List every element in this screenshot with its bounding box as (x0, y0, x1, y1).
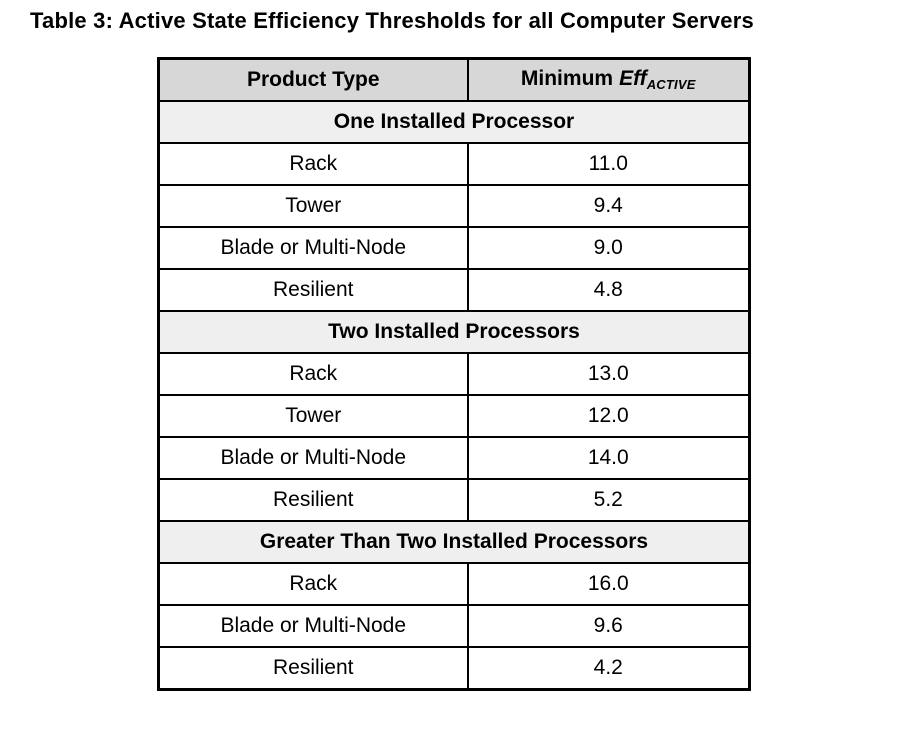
product-type-cell: Rack (157, 562, 469, 606)
product-type-cell: Rack (157, 352, 469, 396)
min-eff-value-cell: 9.0 (466, 226, 751, 270)
table-row: Resilient 5.2 (157, 478, 751, 522)
table-row: Rack 16.0 (157, 562, 751, 606)
min-eff-value-cell: 16.0 (466, 562, 751, 606)
column-header-min-eff-active: Minimum EffACTIVE (466, 57, 751, 102)
product-type-cell: Blade or Multi-Node (157, 436, 469, 480)
min-eff-value-cell: 13.0 (466, 352, 751, 396)
min-eff-value-cell: 11.0 (466, 142, 751, 186)
section-header-label: One Installed Processor (157, 100, 751, 144)
min-eff-value-cell: 5.2 (466, 478, 751, 522)
section-header-label: Greater Than Two Installed Processors (157, 520, 751, 564)
min-eff-value-cell: 14.0 (466, 436, 751, 480)
section-header-row: Greater Than Two Installed Processors (157, 520, 751, 564)
table-row: Resilient 4.8 (157, 268, 751, 312)
min-eff-value-cell: 9.6 (466, 604, 751, 648)
min-eff-value-cell: 4.2 (466, 646, 751, 691)
table-header-row: Product Type Minimum EffACTIVE (157, 57, 751, 102)
min-eff-value-cell: 12.0 (466, 394, 751, 438)
product-type-cell: Resilient (157, 478, 469, 522)
min-eff-subscript: ACTIVE (646, 77, 696, 93)
table-row: Rack 13.0 (157, 352, 751, 396)
table-row: Tower 12.0 (157, 394, 751, 438)
table-body: One Installed Processor Rack 11.0 Tower 9.4 B… (157, 100, 751, 691)
section-header-row: One Installed Processor (157, 100, 751, 144)
product-type-cell: Tower (157, 184, 469, 228)
product-type-cell: Blade or Multi-Node (157, 604, 469, 648)
product-type-cell: Resilient (157, 268, 469, 312)
product-type-cell: Tower (157, 394, 469, 438)
table-row: Tower 9.4 (157, 184, 751, 228)
min-eff-term: Eff (619, 67, 647, 91)
table-caption: Table 3: Active State Efficiency Thresho… (30, 8, 754, 33)
efficiency-table: Product Type Minimum EffACTIVE One Instal… (157, 57, 751, 691)
section-header-row: Two Installed Processors (157, 310, 751, 354)
product-type-cell: Resilient (157, 646, 469, 691)
min-eff-prefix: Minimum (520, 67, 614, 91)
section-header-label: Two Installed Processors (157, 310, 751, 354)
product-type-cell: Blade or Multi-Node (157, 226, 469, 270)
table-row: Blade or Multi-Node 9.0 (157, 226, 751, 270)
column-header-product-type: Product Type (157, 57, 469, 102)
product-type-cell: Rack (157, 142, 469, 186)
table-row: Rack 11.0 (157, 142, 751, 186)
table-row: Blade or Multi-Node 14.0 (157, 436, 751, 480)
min-eff-value-cell: 9.4 (466, 184, 751, 228)
table-row: Resilient 4.2 (157, 646, 751, 691)
table-row: Blade or Multi-Node 9.6 (157, 604, 751, 648)
min-eff-value-cell: 4.8 (466, 268, 751, 312)
